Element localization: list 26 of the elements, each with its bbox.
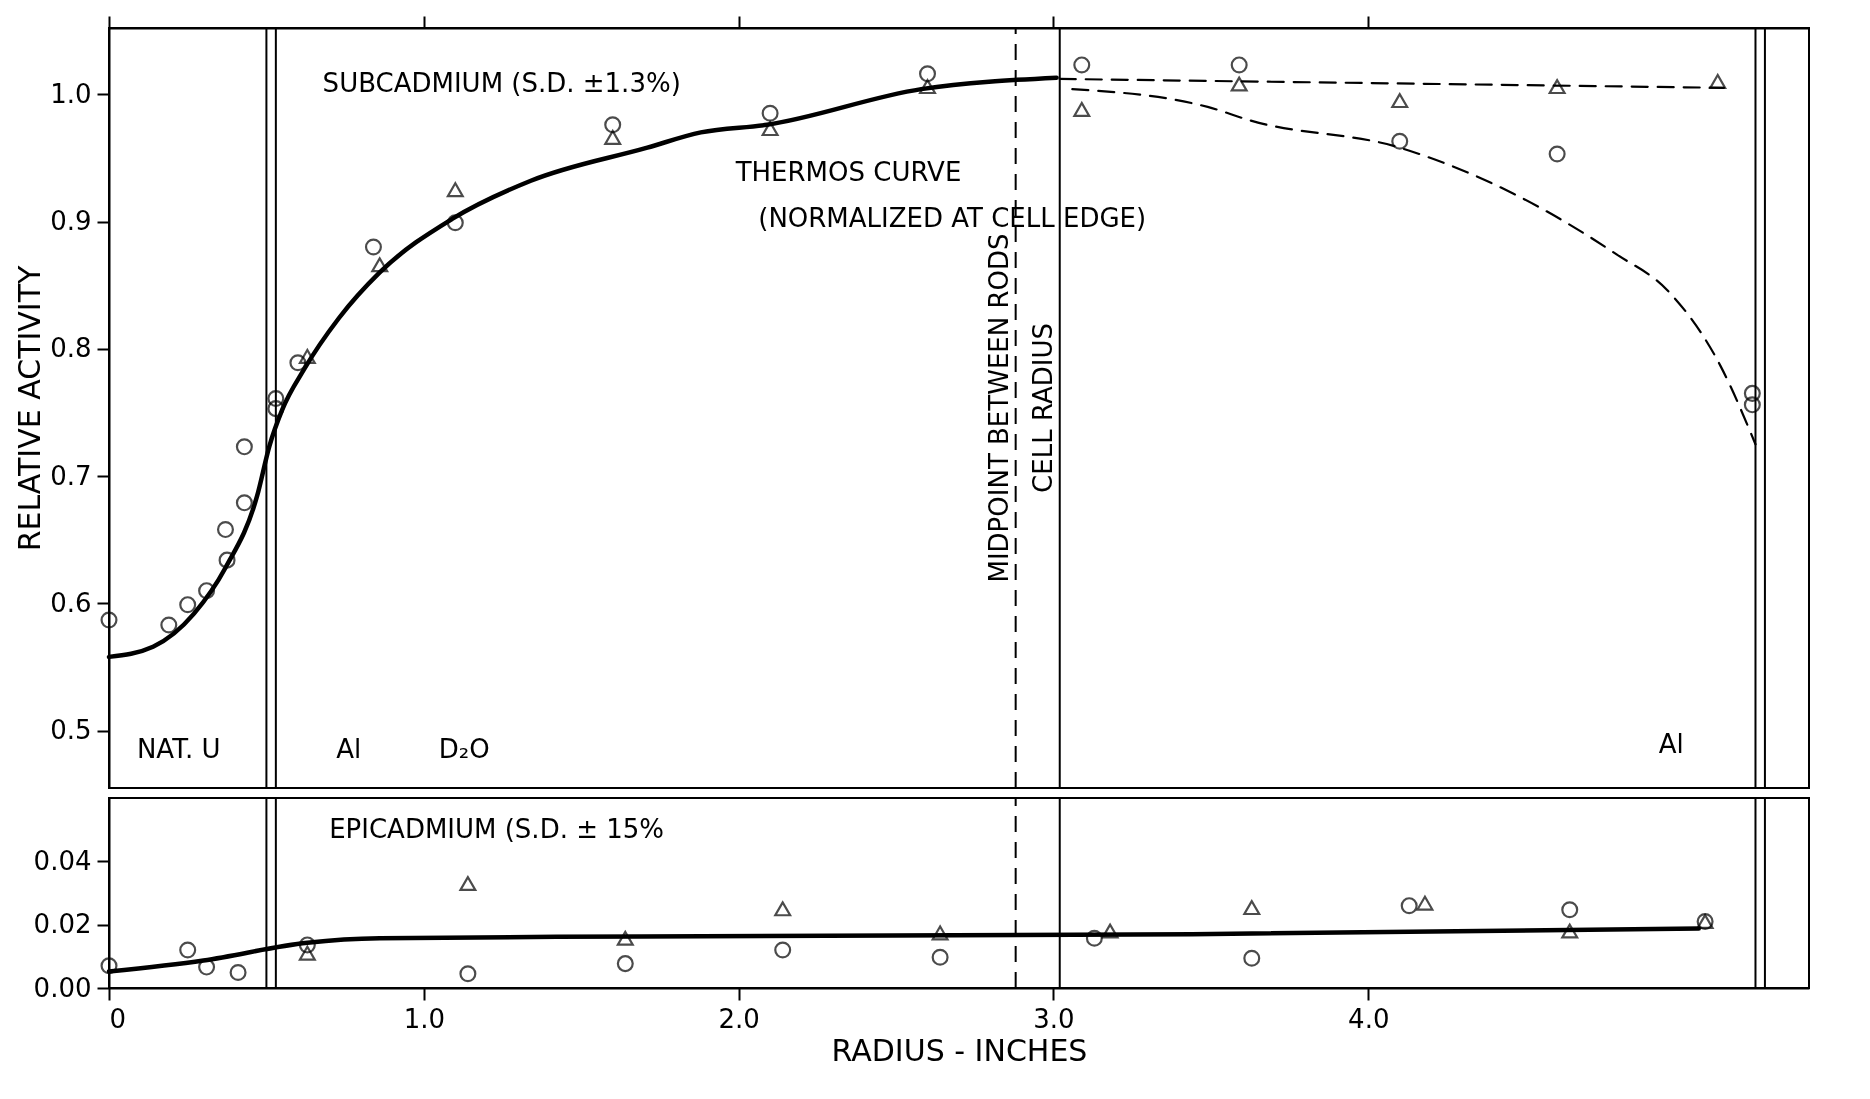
ref-line-label: MIDPOINT BETWEEN RODS (983, 233, 1014, 583)
y-tick-label: 0.9 (50, 206, 92, 236)
y-tick-label: 1.0 (50, 78, 92, 109)
annotation: D₂O (438, 734, 490, 764)
y-tick-label: 0.00 (33, 972, 92, 1003)
annotation: SUBCADMIUM (S.D. ±1.3%) (322, 68, 681, 99)
ref-line-label: CELL RADIUS (1027, 323, 1058, 493)
annotation: EPICADMIUM (S.D. ± 15% (329, 814, 665, 845)
annotation: Al (1658, 728, 1684, 759)
annotation: (NORMALIZED AT CELL EDGE) (758, 202, 1147, 233)
annotation: Al (336, 734, 362, 764)
annotation: THERMOS CURVE (734, 157, 962, 188)
y-tick-label: 0.8 (50, 333, 92, 364)
y-axis-title: RELATIVE ACTIVITY (12, 264, 48, 552)
y-tick-label: 0.04 (33, 845, 92, 876)
x-tick-label: 3.0 (1033, 1003, 1075, 1034)
x-tick-label: 2.0 (718, 1003, 760, 1034)
x-tick-label: 1.0 (403, 1003, 445, 1034)
x-tick-label: 0 (109, 1003, 127, 1034)
y-tick-label: 0.7 (50, 460, 92, 491)
x-tick-label: 4.0 (1348, 1003, 1390, 1034)
y-tick-label: 0.5 (50, 715, 92, 746)
annotation: NAT. U (136, 734, 221, 764)
y-tick-label: 0.6 (50, 587, 92, 618)
x-axis-title: RADIUS - INCHES (831, 1032, 1088, 1068)
y-tick-label: 0.02 (33, 909, 92, 940)
